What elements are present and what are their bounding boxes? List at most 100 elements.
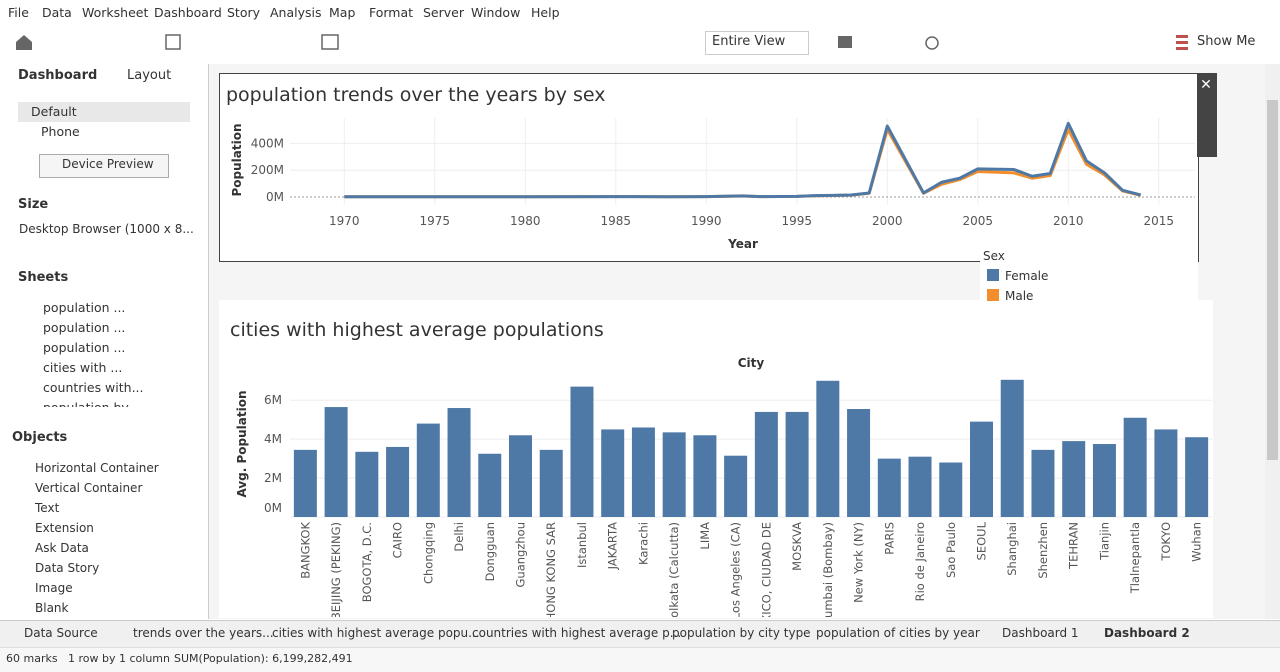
object-item[interactable]: Text: [35, 501, 60, 515]
legend-label: Female: [1005, 269, 1048, 283]
bar: [324, 407, 348, 517]
menu-item[interactable]: Analysis: [270, 5, 322, 20]
x-tick-label: Guangzhou: [514, 522, 528, 588]
menu-item[interactable]: Window: [471, 5, 521, 20]
menu-item[interactable]: Help: [531, 5, 560, 20]
sheet-tab[interactable]: Dashboard 2: [1104, 626, 1190, 640]
close-icons: ✕: [1200, 77, 1212, 93]
device[interactable]: Phone: [41, 124, 80, 139]
bar: [631, 427, 655, 517]
object-item[interactable]: Extension: [35, 521, 94, 535]
close-panel[interactable]: [1197, 73, 1217, 157]
y-tick-label: 2M: [264, 471, 282, 485]
y-axis-title: Avg. Population: [235, 390, 249, 497]
category-labels: BANGKOK BEIJING (PEKING) BOGOTA, D.C. CAIRO…: [298, 521, 1204, 640]
side-tab[interactable]: Layout: [127, 68, 172, 83]
sheet-item[interactable]: population ...: [43, 340, 126, 355]
sheet-tab[interactable]: population of cities by year: [816, 626, 980, 640]
side-tab[interactable]: Dashboard: [18, 68, 98, 83]
chart-title: population trends over the years by sex: [226, 84, 606, 106]
sheet-tab[interactable]: trends over the years...: [133, 626, 274, 640]
bar: [1185, 437, 1209, 517]
menu-item[interactable]: Map: [329, 5, 356, 20]
bar: [447, 408, 471, 517]
x-tick-label: PARIS: [882, 522, 896, 555]
bar: [570, 386, 594, 517]
show-me[interactable]: Show Me: [1197, 34, 1256, 49]
menu-item[interactable]: Data: [42, 5, 72, 20]
y-tick-label: 6M: [264, 393, 282, 407]
size-select[interactable]: Desktop Browser (1000 x 8...: [19, 222, 194, 236]
x-tick-label: Chongqing: [421, 522, 435, 584]
bar: [1000, 379, 1024, 517]
object-item[interactable]: Image: [35, 581, 73, 595]
x-tick-label: BANGKOK: [298, 522, 312, 579]
section-title: Sheets: [18, 270, 69, 285]
section-title: Objects: [12, 430, 68, 445]
sheet-item[interactable]: population by...: [43, 400, 139, 407]
x-tick-label: New York (NY): [852, 522, 866, 603]
menu-item[interactable]: File: [8, 5, 29, 20]
x-tick-label: 2010: [1053, 214, 1084, 228]
legend-title: Sex: [983, 249, 1005, 263]
x-tick-label: 1990: [691, 214, 722, 228]
x-tick-label: 1985: [601, 214, 632, 228]
bar: [939, 462, 963, 517]
sheet-item[interactable]: population ...: [43, 320, 126, 335]
sheet-item[interactable]: population ...: [43, 300, 126, 315]
x-axis-title: Year: [727, 237, 758, 251]
line-series: [344, 127, 1142, 199]
menu-item[interactable]: Format: [369, 5, 414, 20]
legend-swatch: [987, 289, 999, 301]
x-tick-label: Mumbai (Bombay): [821, 522, 835, 628]
x-tick-label: TEHRAN: [1067, 522, 1081, 570]
x-tick-label: Karachi: [636, 522, 650, 565]
x-tick-label: LIMA: [698, 522, 712, 550]
object-item[interactable]: Blank: [35, 601, 69, 615]
bar: [877, 458, 901, 517]
menu-item[interactable]: Worksheet: [82, 5, 149, 20]
device-preview[interactable]: Device Preview: [62, 157, 154, 171]
bar: [478, 453, 502, 517]
view-label[interactable]: Entire View: [712, 34, 786, 49]
sheet-tab[interactable]: countries with highest average p...: [472, 626, 682, 640]
object-item[interactable]: Ask Data: [35, 541, 89, 555]
sheet-tab[interactable]: Data Source: [24, 626, 98, 640]
menu-item[interactable]: Server: [423, 5, 464, 20]
menu-item[interactable]: Dashboard: [154, 5, 222, 20]
x-tick-label: MEXICO, CIUDAD DE: [759, 522, 773, 640]
x-tick-label: BEIJING (PEKING): [329, 522, 343, 620]
status-bar: [0, 647, 1280, 672]
x-tick-label: SEOUL: [975, 521, 989, 560]
x-tick-label: Wuhan: [1190, 522, 1204, 562]
bar: [416, 423, 440, 517]
y-tick-label: 0M: [264, 501, 282, 515]
device[interactable]: Default: [31, 104, 77, 119]
sheet-tab[interactable]: population by city type: [672, 626, 811, 640]
toolbar-icons: [16, 34, 1188, 50]
object-item[interactable]: Vertical Container: [35, 481, 143, 495]
x-tick-label: Sao Paulo: [944, 522, 958, 578]
x-axis-title: City: [738, 356, 765, 370]
bar: [1062, 441, 1086, 517]
bar: [1092, 444, 1116, 517]
svg-text:✕: ✕: [1200, 77, 1212, 93]
sheet-item[interactable]: cities with ...: [43, 360, 123, 375]
object-item[interactable]: Data Story: [35, 561, 100, 575]
bar: [847, 409, 871, 517]
sheet-item[interactable]: countries with...: [43, 380, 144, 395]
bar: [386, 446, 410, 517]
device-preview-button[interactable]: [39, 154, 169, 178]
bar: [539, 449, 563, 517]
sheet-tab[interactable]: cities with highest average popu...: [272, 626, 480, 640]
view-dropdown[interactable]: [705, 31, 809, 55]
tab-bar: [0, 620, 1280, 648]
x-tick-label: HONG KONG SAR: [544, 522, 558, 621]
menu-item[interactable]: Story: [227, 5, 261, 20]
x-tick-label: Tlalnepantla: [1128, 522, 1142, 594]
x-tick-label: BOGOTA, D.C.: [360, 522, 374, 602]
y-tick-label: 400M: [251, 136, 284, 150]
object-item[interactable]: Horizontal Container: [35, 461, 159, 475]
bar: [970, 421, 993, 517]
sheet-tab[interactable]: Dashboard 1: [1002, 626, 1079, 640]
